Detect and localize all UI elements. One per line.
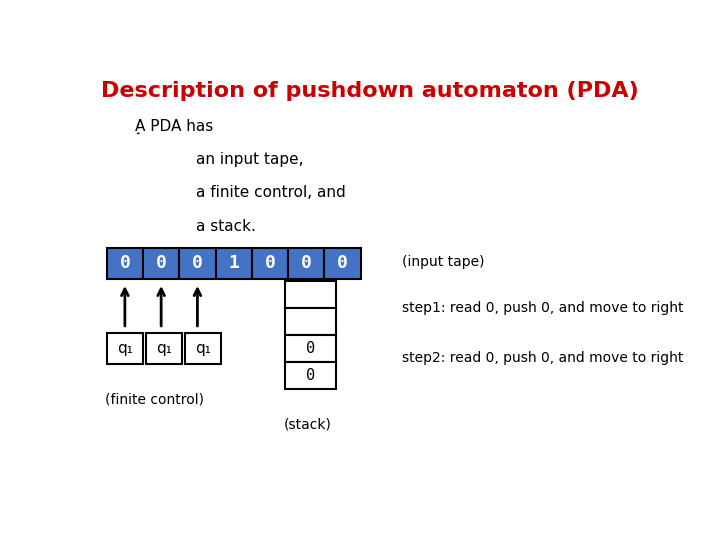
Text: 0: 0 [301, 254, 312, 272]
Bar [215, 248, 252, 279]
Bar [285, 281, 336, 308]
Text: (stack): (stack) [284, 417, 331, 431]
Text: q₁: q₁ [156, 341, 172, 356]
Bar [285, 335, 336, 362]
Bar [179, 248, 215, 279]
Text: 0: 0 [264, 254, 275, 272]
Text: a finite control, and: a finite control, and [196, 185, 346, 200]
Text: 0: 0 [306, 341, 315, 356]
Bar [285, 362, 336, 389]
Text: step1: read 0, push 0, and move to right: step1: read 0, push 0, and move to right [402, 301, 684, 315]
Text: step2: read 0, push 0, and move to right: step2: read 0, push 0, and move to right [402, 351, 684, 365]
Text: an input tape,: an input tape, [196, 152, 304, 167]
Bar [324, 248, 361, 279]
Text: q₁: q₁ [195, 341, 211, 356]
Text: a stack.: a stack. [196, 219, 256, 234]
Text: 0: 0 [156, 254, 166, 272]
Bar [143, 248, 179, 279]
Text: (input tape): (input tape) [402, 255, 485, 269]
Text: q₁: q₁ [117, 341, 132, 356]
Bar [252, 248, 288, 279]
Text: Description of pushdown automaton (PDA): Description of pushdown automaton (PDA) [101, 82, 639, 102]
Bar [107, 248, 143, 279]
Text: 0: 0 [337, 254, 348, 272]
Text: 0: 0 [120, 254, 130, 272]
Text: A PDA has: A PDA has [135, 119, 213, 134]
Text: 1: 1 [228, 254, 239, 272]
Text: 0: 0 [306, 368, 315, 383]
Bar [145, 333, 182, 364]
Text: 0: 0 [192, 254, 203, 272]
Bar [185, 333, 221, 364]
Bar [107, 333, 143, 364]
Bar [285, 308, 336, 335]
Text: (finite control): (finite control) [104, 393, 204, 407]
Bar [288, 248, 324, 279]
